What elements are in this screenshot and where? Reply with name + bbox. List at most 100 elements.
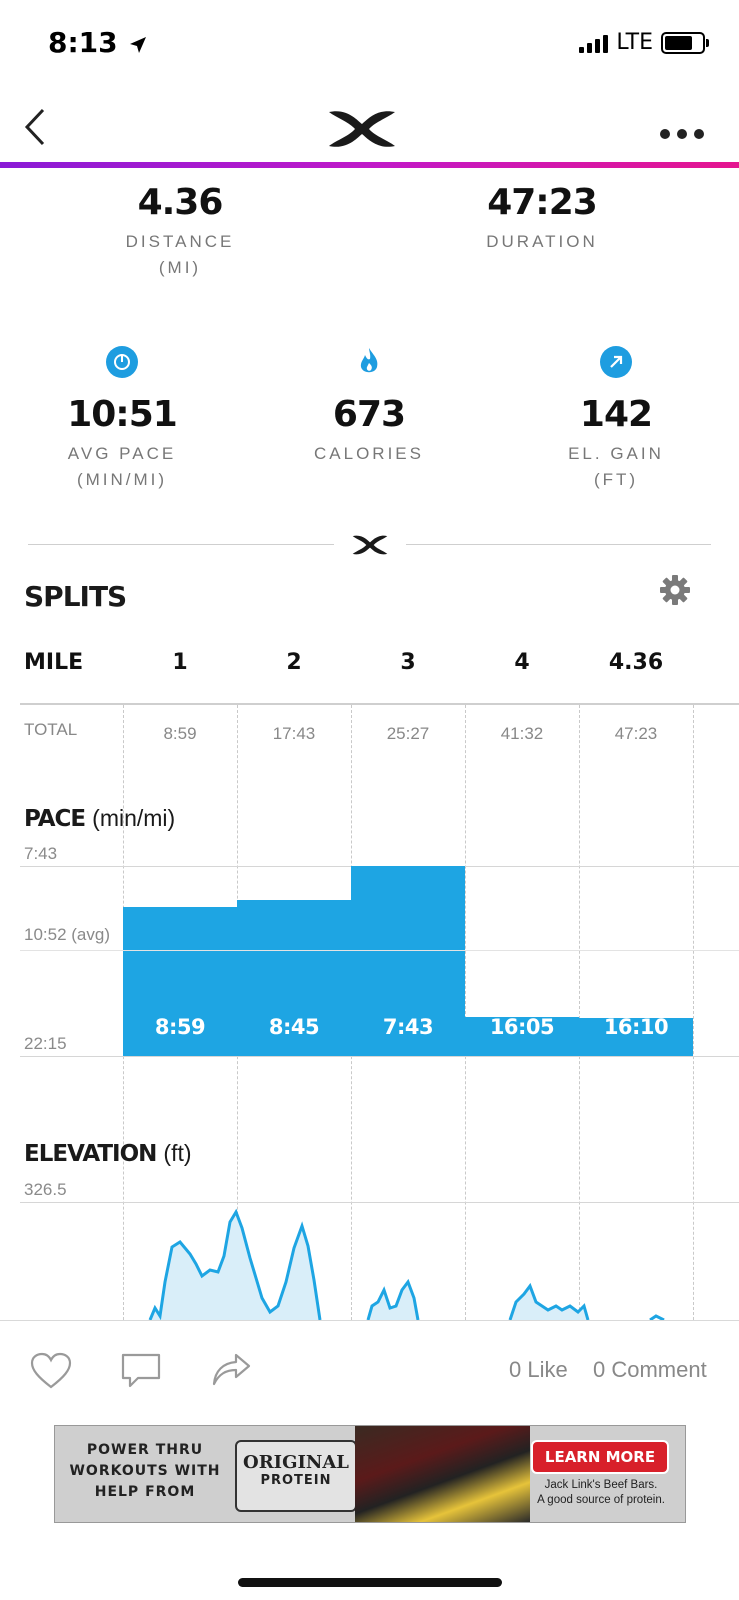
distance-label: DISTANCE	[125, 232, 235, 251]
total-value-2: 17:43	[272, 724, 316, 743]
mile-header-2: 2	[286, 650, 302, 675]
heart-icon	[30, 1352, 72, 1389]
under-armour-small-logo	[350, 534, 390, 561]
network-label: LTE	[616, 30, 653, 55]
el-gain-unit: (FT)	[593, 470, 639, 489]
share-icon	[212, 1353, 251, 1386]
pace-bar-label-1: 8:59	[154, 1015, 206, 1039]
comment-button[interactable]	[120, 1352, 162, 1395]
actions-divider	[0, 1320, 739, 1321]
elevation-axis-top: 326.5	[24, 1180, 67, 1199]
under-armour-logo	[327, 108, 397, 155]
pace-axis-avg: 10:52 (avg)	[24, 925, 110, 944]
duration-label: DURATION	[486, 232, 598, 251]
mile-header-label: MILE	[24, 650, 84, 675]
pace-title-text: PACE	[24, 806, 86, 832]
ad-product-image	[355, 1426, 530, 1522]
pace-bar-3	[351, 866, 465, 1056]
mile-header-3: 3	[400, 650, 416, 675]
status-indicators: LTE	[579, 30, 709, 55]
elevation-title-text: ELEVATION	[24, 1141, 157, 1167]
pace-title: PACE (min/mi)	[24, 805, 175, 832]
pace-bar-2	[237, 900, 351, 1056]
total-label: TOTAL	[24, 720, 78, 739]
pace-axis-bottom: 22:15	[24, 1034, 67, 1053]
gear-icon	[660, 575, 690, 605]
ad-tagline: Jack Link's Beef Bars. A good source of …	[521, 1478, 681, 1508]
grid-line	[465, 705, 466, 1320]
avg-pace-label: AVG PACE	[67, 444, 177, 463]
pace-bar-label-4: 16:05	[489, 1015, 555, 1039]
distance-unit: (MI)	[158, 258, 202, 277]
total-value-1: 8:59	[163, 724, 197, 743]
grid-line	[693, 705, 694, 1320]
elevation-gain-stat: 142 EL. GAIN (FT)	[524, 346, 708, 493]
signal-icon	[579, 33, 609, 53]
comment-count[interactable]: 0 Comment	[593, 1357, 707, 1382]
duration-stat: 47:23 DURATION	[452, 182, 632, 255]
splits-title: SPLITS	[24, 580, 127, 613]
mile-header-1: 1	[172, 650, 188, 675]
advertisement-banner[interactable]: POWER THRU WORKOUTS WITH HELP FROM ORIGI…	[54, 1425, 686, 1523]
pace-axis-top: 7:43	[24, 844, 58, 863]
calories-value: 673	[332, 394, 406, 435]
avg-pace-unit: (MIN/MI)	[76, 470, 168, 489]
pace-bottom-line	[20, 1056, 739, 1057]
comment-icon	[121, 1353, 161, 1388]
more-options-button[interactable]	[659, 110, 705, 149]
mile-header-5: 4.36	[608, 650, 664, 675]
total-value-4: 41:32	[500, 724, 544, 743]
divider-left	[28, 544, 334, 545]
calories-stat: 673 CALORIES	[277, 346, 461, 467]
calories-label: CALORIES	[314, 444, 424, 463]
pace-bar-5	[579, 1018, 693, 1056]
battery-icon	[661, 31, 709, 54]
like-count[interactable]: 0 Like	[509, 1357, 568, 1382]
ad-brand-line1: ORIGINAL	[243, 1452, 349, 1473]
chevron-left-icon	[24, 108, 45, 146]
total-value-3: 25:27	[386, 724, 430, 743]
distance-stat: 4.36 DISTANCE (MI)	[90, 182, 270, 281]
pace-bar-1	[123, 907, 237, 1056]
home-indicator[interactable]	[238, 1578, 502, 1587]
distance-value: 4.36	[137, 182, 224, 223]
ad-headline: POWER THRU WORKOUTS WITH HELP FROM	[65, 1440, 225, 1503]
pace-bar-label-2: 8:45	[268, 1015, 320, 1039]
total-value-5: 47:23	[614, 724, 658, 743]
elevation-top-line	[20, 1202, 739, 1203]
grid-line	[579, 705, 580, 1320]
header-gradient-bar	[0, 162, 739, 168]
pace-avg-line	[20, 950, 739, 951]
like-button[interactable]	[30, 1352, 72, 1395]
pace-bar-label-5: 16:10	[603, 1015, 669, 1039]
pace-bar-label-3: 7:43	[382, 1015, 434, 1039]
ad-text-line: POWER THRU	[86, 1442, 204, 1458]
pace-bar-4	[465, 1017, 579, 1056]
ad-learn-more-button[interactable]: LEARN MORE	[531, 1440, 669, 1474]
splits-settings-button[interactable]	[659, 574, 691, 611]
share-button[interactable]	[210, 1352, 252, 1395]
location-arrow-icon	[129, 28, 147, 61]
ad-text-line: HELP FROM	[94, 1484, 196, 1500]
status-time: 8:13	[48, 26, 147, 61]
elevation-title: ELEVATION (ft)	[24, 1140, 192, 1167]
back-button[interactable]	[24, 108, 46, 156]
speedometer-icon	[106, 346, 138, 378]
arrow-up-right-icon	[600, 346, 632, 378]
ad-brand-logo: ORIGINAL PROTEIN	[235, 1440, 357, 1512]
duration-value: 47:23	[487, 182, 598, 223]
avg-pace-stat: 10:51 AVG PACE (MIN/MI)	[30, 346, 214, 493]
ad-text-line: WORKOUTS WITH	[69, 1463, 221, 1479]
flame-icon	[353, 346, 385, 378]
ellipsis-icon	[660, 129, 704, 139]
avg-pace-value: 10:51	[67, 394, 178, 435]
divider-right	[406, 544, 711, 545]
el-gain-label: EL. GAIN	[568, 444, 664, 463]
ad-brand-line2: PROTEIN	[260, 1473, 332, 1488]
ad-tagline-2: A good source of protein.	[537, 1494, 665, 1506]
ad-tagline-1: Jack Link's Beef Bars.	[544, 1479, 658, 1491]
elevation-unit: (ft)	[163, 1140, 192, 1166]
el-gain-value: 142	[579, 394, 653, 435]
elevation-chart	[148, 1208, 665, 1320]
splits-header-divider	[20, 703, 739, 705]
